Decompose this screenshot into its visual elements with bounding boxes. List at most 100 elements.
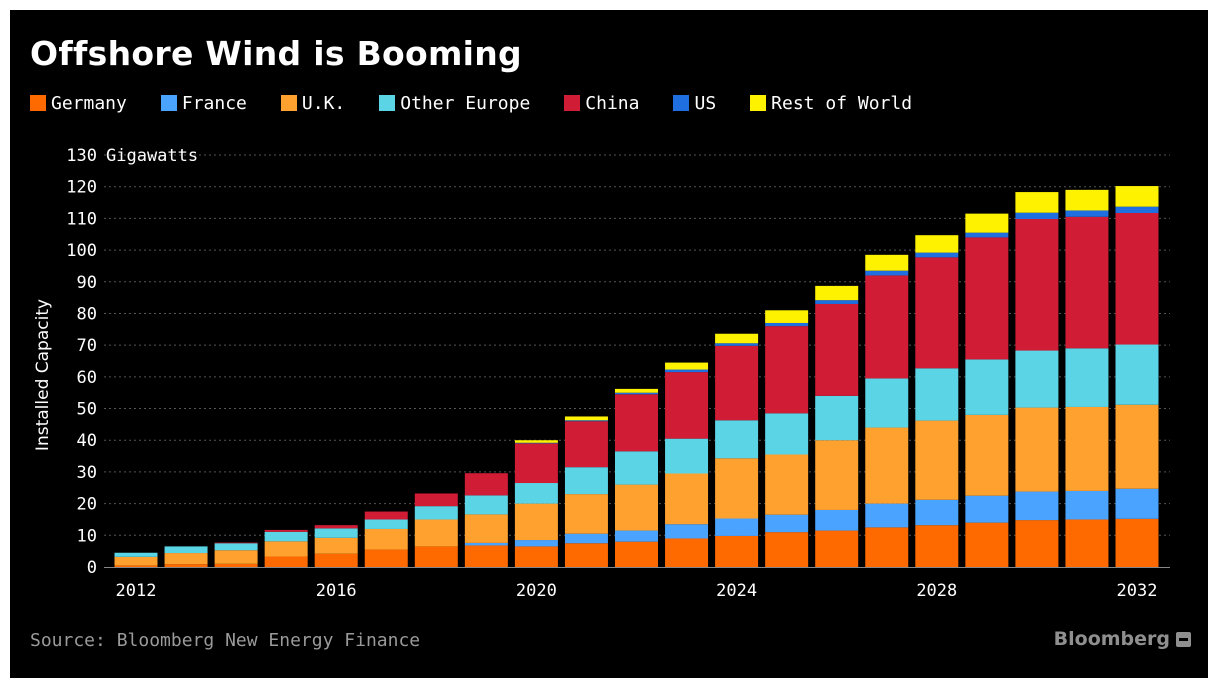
bar-segment-u-k- — [1065, 406, 1109, 491]
bar-segment-germany — [414, 546, 458, 567]
bar-segment-germany — [915, 525, 959, 567]
bar-segment-germany — [765, 532, 809, 567]
bar-segment-other-europe — [514, 483, 558, 504]
bar-segment-germany — [1115, 518, 1159, 567]
source-note: Source: Bloomberg New Energy Finance — [30, 630, 421, 651]
bar-segment-other-europe — [915, 368, 959, 421]
chart-legend: Germany France U.K. Other Europe China US Rest… — [30, 90, 946, 116]
bar-segment-china — [965, 237, 1009, 360]
gridlines — [104, 154, 1170, 568]
legend-item: China — [564, 93, 639, 114]
x-tick-label: 2012 — [116, 581, 157, 601]
bar-segment-china — [865, 275, 909, 379]
x-tick-label: 2016 — [316, 581, 357, 601]
x-tick-label: 2020 — [516, 581, 557, 601]
legend-swatch — [379, 95, 396, 111]
bar-segment-other-europe — [1115, 344, 1159, 405]
bar-stack-2032 — [1115, 186, 1159, 567]
bar-segment-us — [665, 369, 709, 373]
bar-segment-us — [1015, 212, 1059, 220]
bar-segment-china — [214, 542, 258, 544]
bar-segment-other-europe — [615, 451, 658, 485]
legend-label: U.K. — [301, 92, 346, 114]
bar-segment-germany — [1015, 520, 1059, 567]
bar-segment-us — [615, 392, 658, 395]
bar-segment-france — [915, 499, 959, 526]
bar-stack-2018 — [414, 493, 458, 567]
bar-segment-u-k- — [865, 427, 909, 504]
legend-label: US — [694, 92, 717, 114]
x-axis-ticks: 2012 2016 2020 2024 2028 2032 — [116, 581, 1158, 601]
bar-stack-2025 — [765, 310, 809, 567]
bar-segment-u-k- — [615, 484, 658, 531]
bar-segment-germany — [314, 553, 358, 567]
bar-segment-u-k- — [414, 519, 458, 547]
bar-segment-china — [514, 443, 558, 484]
bar-segment-china — [665, 372, 709, 439]
y-tick-label: 130 — [66, 146, 97, 166]
bar-segment-other-europe — [815, 395, 859, 441]
bar-segment-rest-of-world — [514, 440, 558, 443]
bar-segment-u-k- — [915, 420, 959, 500]
bar-segment-china — [715, 345, 759, 421]
legend-swatch — [160, 95, 177, 111]
bar-segment-germany — [364, 549, 408, 567]
bar-segment-germany — [564, 543, 608, 567]
bar-segment-other-europe — [114, 552, 158, 557]
bar-segment-rest-of-world — [1015, 192, 1059, 213]
bar-segment-us — [1065, 210, 1109, 217]
bar-stack-2015 — [264, 529, 308, 567]
y-tick-label: 110 — [66, 209, 97, 229]
bar-stack-2013 — [164, 546, 208, 567]
legend-label: Rest of World — [771, 92, 913, 114]
legend-item: Rest of World — [750, 93, 912, 114]
bar-stack-2026 — [815, 285, 859, 567]
legend-item: Other Europe — [379, 93, 530, 114]
bar-stack-2017 — [364, 511, 408, 567]
bar-segment-china — [1065, 216, 1109, 349]
bar-segment-other-europe — [464, 495, 508, 515]
legend-swatch — [750, 95, 767, 111]
bar-segment-u-k- — [514, 503, 558, 541]
bar-segment-germany — [815, 530, 859, 567]
bar-segment-france — [1015, 491, 1059, 521]
y-tick-label: 10 — [77, 526, 97, 546]
bar-segment-rest-of-world — [1065, 189, 1109, 211]
bar-segment-us — [815, 300, 859, 304]
bar-stack-2012 — [114, 552, 158, 567]
legend-label: China — [585, 92, 640, 114]
bar-segment-u-k- — [464, 514, 508, 543]
bar-stack-2030 — [1015, 192, 1059, 567]
bar-segment-germany — [665, 538, 709, 567]
brand-name: Bloomberg — [1053, 628, 1170, 650]
bar-segment-us — [514, 442, 558, 444]
bar-segment-u-k- — [264, 541, 308, 557]
bar-segment-france — [965, 495, 1009, 523]
bar-segment-germany — [114, 565, 158, 567]
bar-segment-other-europe — [414, 506, 458, 520]
bar-segment-china — [414, 493, 458, 507]
bar-segment-rest-of-world — [865, 254, 909, 271]
x-tick-label: 2028 — [916, 581, 957, 601]
bar-segment-germany — [464, 545, 508, 567]
bar-segment-us — [564, 420, 608, 422]
bar-segment-u-k- — [665, 473, 709, 525]
chart-title: Offshore Wind is Booming — [30, 34, 522, 73]
bar-segment-france — [1115, 488, 1159, 519]
bar-segment-rest-of-world — [965, 213, 1009, 233]
bar-segment-us — [915, 252, 959, 258]
bar-segment-china — [765, 326, 809, 414]
y-tick-label: 120 — [66, 178, 97, 198]
bloomberg-terminal-icon — [1176, 631, 1191, 647]
bar-segment-rest-of-world — [564, 416, 608, 421]
bar-segment-rest-of-world — [1115, 186, 1159, 207]
bar-segment-france — [865, 503, 909, 528]
bar-segment-rest-of-world — [715, 333, 759, 344]
bar-segment-germany — [514, 546, 558, 567]
bar-segment-u-k- — [965, 414, 1009, 496]
bar-segment-china — [264, 529, 308, 532]
bar-segment-germany — [164, 564, 208, 567]
bar-segment-rest-of-world — [915, 235, 959, 253]
bar-segment-germany — [965, 522, 1009, 567]
bar-segment-us — [765, 322, 809, 327]
